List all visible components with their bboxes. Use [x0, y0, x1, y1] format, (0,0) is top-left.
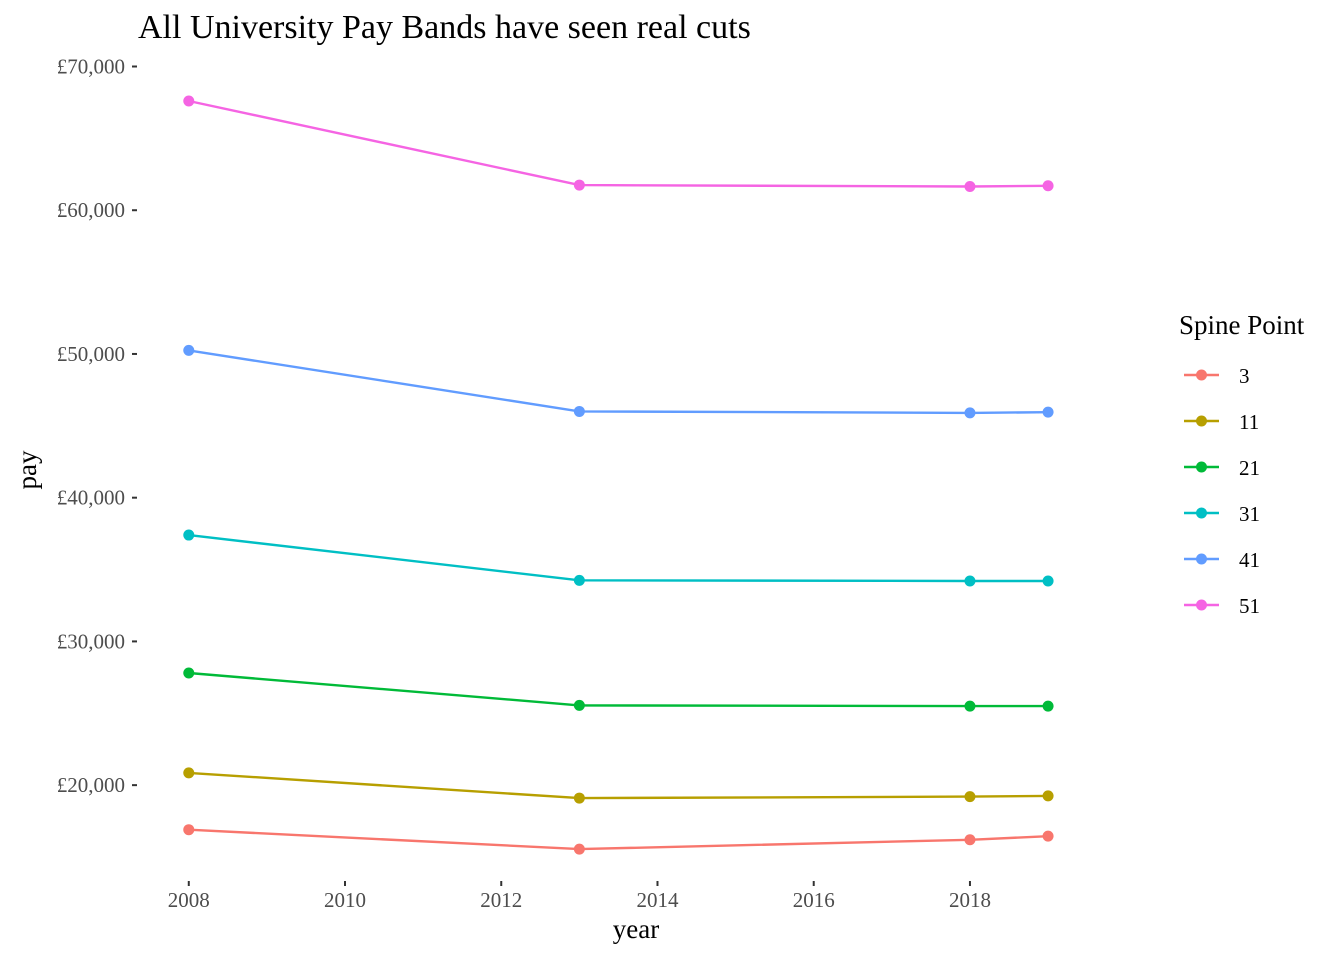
data-point [964, 834, 976, 846]
series-31 [183, 529, 1054, 587]
series-line [188, 349, 1049, 415]
x-tick-label: 2012 [480, 888, 522, 912]
data-point [964, 700, 976, 712]
data-point [573, 699, 585, 711]
legend-label: 3 [1239, 364, 1250, 388]
series-line [188, 771, 1049, 800]
legend-item: 41 [1184, 548, 1260, 572]
data-point [964, 181, 976, 193]
series-3 [183, 824, 1054, 855]
y-tick-label: £40,000 [57, 486, 125, 510]
y-tick-label: £60,000 [57, 198, 125, 222]
x-tick-label: 2018 [949, 888, 991, 912]
y-axis: £20,000 £30,000 £40,000 £50,000 £60,000 £70,0… [57, 54, 137, 797]
y-tick-label: £70,000 [57, 54, 125, 78]
legend-item: 21 [1184, 456, 1260, 480]
legend-title: Spine Point [1179, 310, 1305, 340]
legend-label: 51 [1239, 594, 1260, 618]
legend-label: 11 [1239, 410, 1259, 434]
x-tick-label: 2010 [324, 888, 366, 912]
data-point [573, 792, 585, 804]
y-axis-title: pay [12, 450, 42, 489]
legend-key-point [1196, 415, 1207, 427]
x-axis-title: year [613, 914, 659, 944]
data-point [1042, 830, 1054, 842]
data-point [964, 791, 976, 803]
series-line [188, 533, 1049, 583]
data-point [964, 575, 976, 587]
series-line [188, 671, 1049, 708]
legend-key-point [1196, 599, 1207, 611]
x-tick-label: 2008 [168, 888, 210, 912]
legend-label: 21 [1239, 456, 1260, 480]
legend-item: 11 [1184, 410, 1259, 434]
data-point [1042, 406, 1054, 418]
y-tick-label: £30,000 [57, 629, 125, 653]
data-point [573, 179, 585, 191]
legend-item: 31 [1184, 502, 1260, 526]
plot-area [183, 95, 1054, 855]
data-point [183, 767, 195, 779]
data-point [573, 405, 585, 417]
x-axis: 2008 2010 2012 2014 2016 2018 [168, 881, 991, 912]
legend-key-point [1196, 553, 1207, 565]
x-tick-label: 2016 [793, 888, 835, 912]
data-point [1042, 575, 1054, 587]
x-tick-label: 2014 [636, 888, 679, 912]
data-point [1042, 700, 1054, 712]
legend-key-point [1196, 507, 1207, 519]
legend-item: 3 [1184, 364, 1250, 388]
data-point [183, 824, 195, 836]
data-point [573, 843, 585, 855]
data-point [1042, 790, 1054, 802]
y-tick-label: £20,000 [57, 773, 125, 797]
legend: Spine Point 3 11 21 31 41 51 [1179, 310, 1305, 618]
series-line [188, 99, 1049, 188]
series-11 [183, 767, 1054, 804]
data-point [183, 529, 195, 541]
data-point [1042, 180, 1054, 192]
data-point [573, 574, 585, 586]
y-tick-label: £50,000 [57, 342, 125, 366]
legend-key-point [1196, 369, 1207, 381]
series-21 [183, 667, 1054, 712]
series-41 [183, 344, 1054, 419]
legend-item: 51 [1184, 594, 1260, 618]
legend-label: 41 [1239, 548, 1260, 572]
legend-label: 31 [1239, 502, 1260, 526]
data-point [964, 407, 976, 419]
data-point [183, 667, 195, 679]
data-point [183, 95, 195, 107]
series-line [188, 828, 1049, 851]
series-51 [183, 95, 1054, 193]
legend-key-point [1196, 461, 1207, 473]
data-point [183, 344, 195, 356]
chart-title: All University Pay Bands have seen real … [138, 9, 751, 46]
